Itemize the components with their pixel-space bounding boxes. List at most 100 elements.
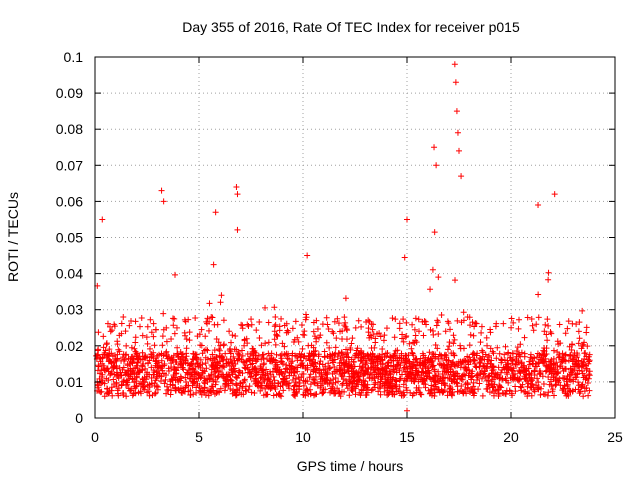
data-point xyxy=(270,392,277,399)
data-point xyxy=(174,344,181,351)
data-point xyxy=(342,351,349,358)
data-point xyxy=(300,331,307,338)
data-point xyxy=(567,389,574,396)
data-point xyxy=(331,390,338,397)
data-point xyxy=(242,365,249,372)
data-point xyxy=(496,350,503,357)
data-point xyxy=(252,358,259,365)
data-point xyxy=(366,318,373,325)
data-point xyxy=(116,348,123,355)
data-point xyxy=(186,337,193,344)
data-point xyxy=(339,382,346,389)
data-point xyxy=(285,329,292,336)
data-point xyxy=(573,354,580,361)
data-point xyxy=(522,388,529,395)
data-point xyxy=(368,387,375,394)
data-point xyxy=(111,371,118,378)
data-point xyxy=(482,374,489,381)
data-point xyxy=(443,365,450,372)
data-point xyxy=(471,357,478,364)
data-point xyxy=(348,387,355,394)
data-point xyxy=(150,349,157,356)
data-point xyxy=(120,313,127,320)
data-point xyxy=(165,367,172,374)
data-point xyxy=(211,391,218,398)
data-point xyxy=(456,373,463,380)
data-point xyxy=(286,356,293,363)
data-point xyxy=(339,336,346,343)
data-point xyxy=(409,321,416,328)
data-point xyxy=(202,360,209,367)
data-point xyxy=(415,328,422,335)
data-point xyxy=(95,362,102,369)
data-point xyxy=(269,368,276,375)
data-point xyxy=(174,350,181,357)
data-point xyxy=(581,385,588,392)
data-point xyxy=(305,342,312,349)
data-point xyxy=(535,379,542,386)
data-point xyxy=(152,377,159,384)
data-point xyxy=(368,334,375,341)
data-point xyxy=(310,350,317,357)
data-point xyxy=(157,377,164,384)
data-point xyxy=(454,129,461,136)
data-point xyxy=(442,374,449,381)
data-point xyxy=(172,384,179,391)
data-point xyxy=(527,351,534,358)
data-point xyxy=(112,352,119,359)
data-point xyxy=(299,345,306,352)
data-point xyxy=(379,369,386,376)
data-point xyxy=(296,376,303,383)
data-point xyxy=(239,322,246,329)
data-point xyxy=(551,191,558,198)
data-point xyxy=(240,391,247,398)
data-point xyxy=(562,352,569,359)
data-point xyxy=(355,373,362,380)
data-point xyxy=(312,373,319,380)
data-point xyxy=(172,271,179,278)
data-point xyxy=(310,328,317,335)
data-point xyxy=(499,389,506,396)
data-point xyxy=(173,324,180,331)
data-point xyxy=(426,349,433,356)
data-point xyxy=(548,370,555,377)
data-point xyxy=(449,378,456,385)
data-point xyxy=(586,372,593,379)
data-point xyxy=(208,383,215,390)
data-point xyxy=(492,371,499,378)
data-point xyxy=(232,369,239,376)
data-point xyxy=(484,385,491,392)
data-point xyxy=(512,383,519,390)
data-point xyxy=(337,393,344,400)
data-point xyxy=(451,61,458,68)
data-point xyxy=(365,325,372,332)
data-point xyxy=(164,383,171,390)
data-point xyxy=(508,390,515,397)
data-point xyxy=(217,385,224,392)
data-point xyxy=(256,334,263,341)
data-point xyxy=(244,340,251,347)
data-point xyxy=(364,352,371,359)
data-point xyxy=(448,363,455,370)
data-point xyxy=(208,362,215,369)
data-point xyxy=(118,357,125,364)
data-point xyxy=(94,381,101,388)
data-point xyxy=(259,380,266,387)
data-point xyxy=(412,376,419,383)
data-point xyxy=(388,357,395,364)
data-point xyxy=(104,320,111,327)
data-point xyxy=(334,385,341,392)
data-point xyxy=(581,350,588,357)
data-point xyxy=(156,372,163,379)
data-point xyxy=(581,372,588,379)
data-point xyxy=(323,376,330,383)
data-point xyxy=(304,252,311,259)
data-point xyxy=(523,367,530,374)
data-point xyxy=(511,375,518,382)
data-point xyxy=(579,362,586,369)
data-point xyxy=(541,328,548,335)
data-point xyxy=(256,319,263,326)
data-point xyxy=(227,345,234,352)
data-point xyxy=(490,350,497,357)
data-point xyxy=(580,393,587,400)
